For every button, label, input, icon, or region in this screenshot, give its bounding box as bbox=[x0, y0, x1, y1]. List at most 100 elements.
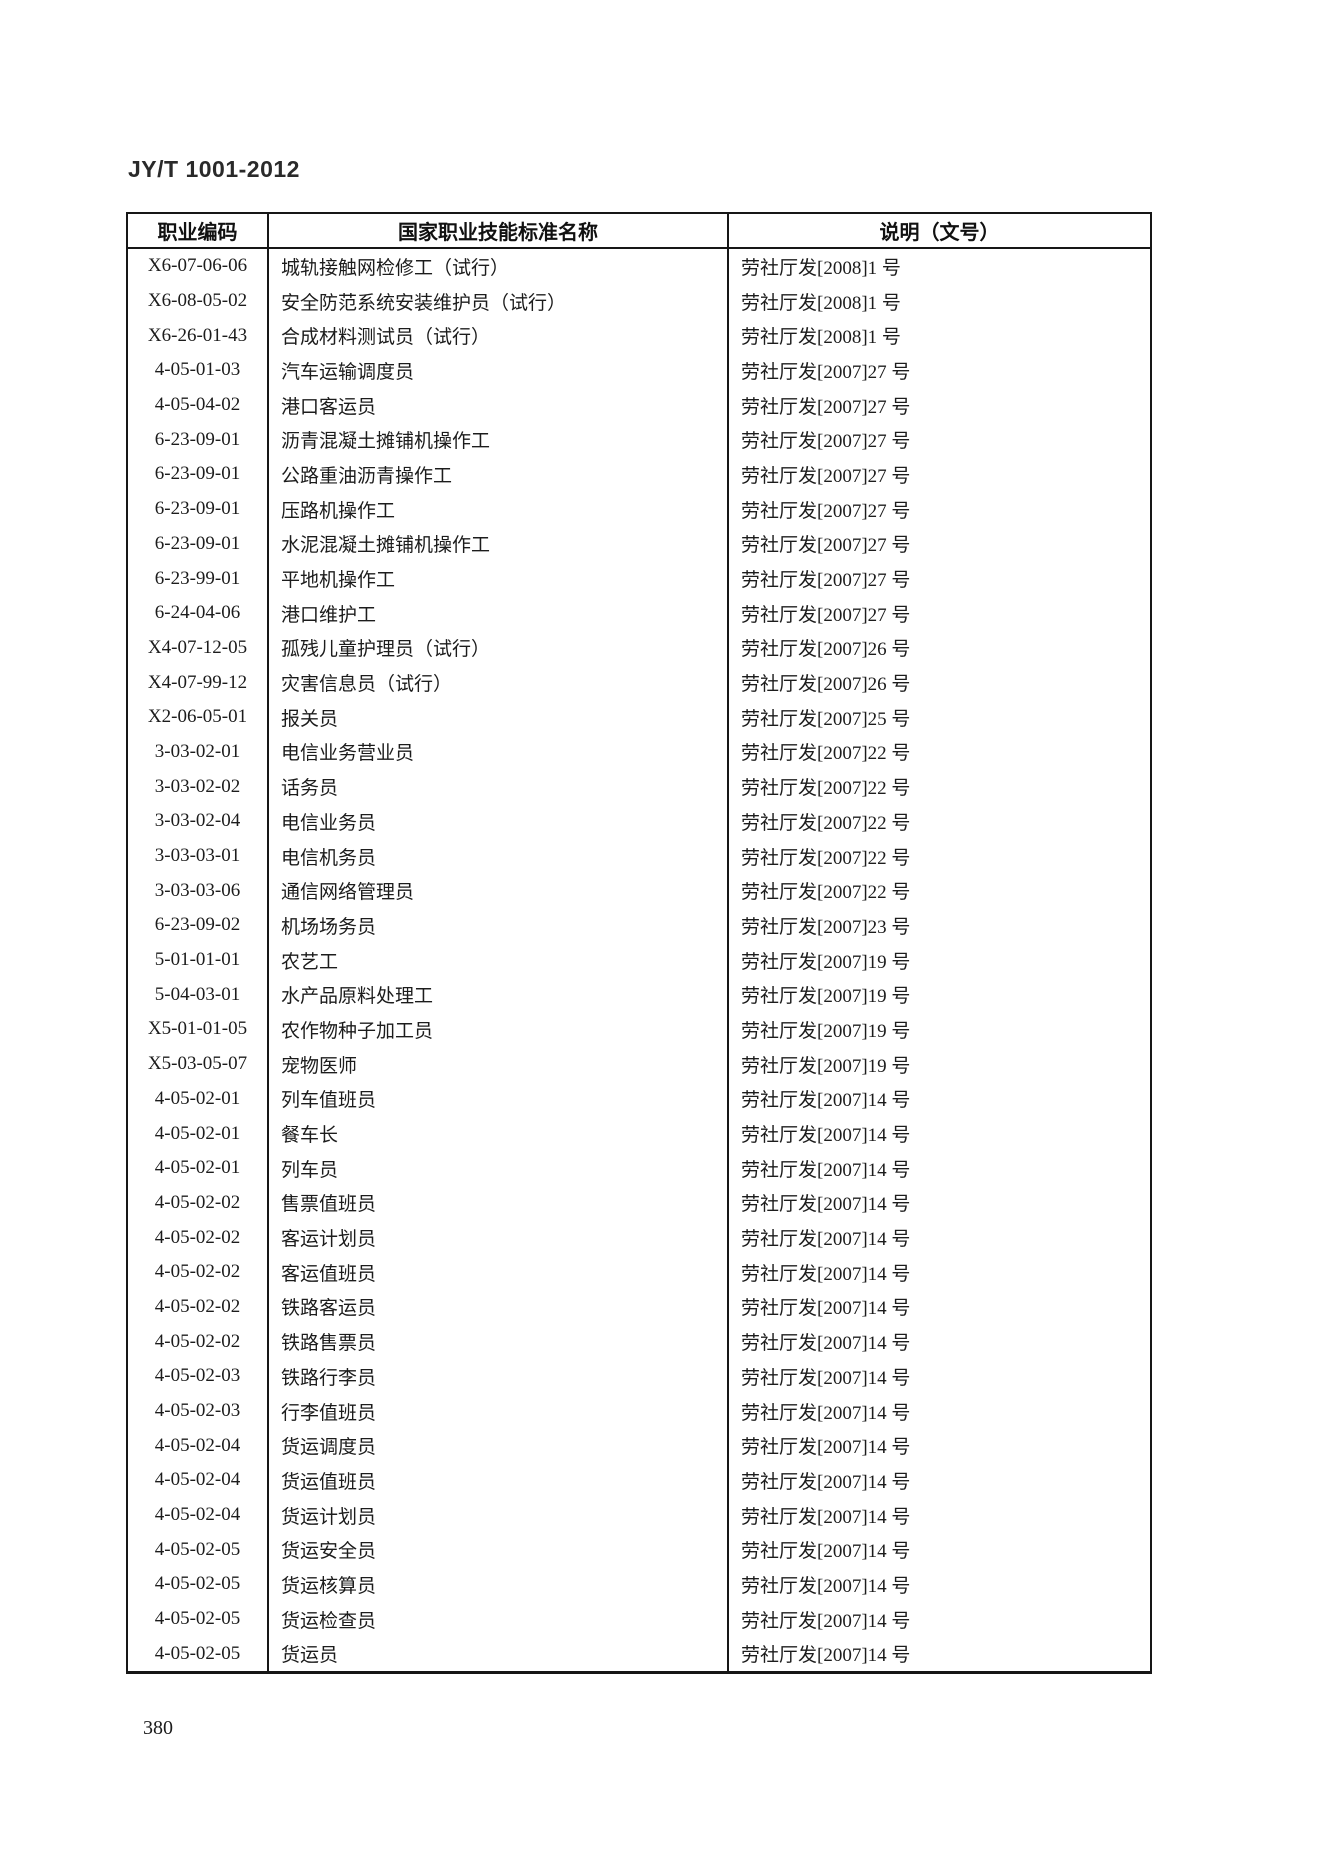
standard-name-cell: 行李值班员 bbox=[268, 1393, 729, 1429]
occupation-code-cell: X4-07-99-12 bbox=[127, 665, 269, 700]
doc-number-cell: 劳社厅发[2007]27 号 bbox=[741, 465, 911, 487]
table-row: 4-05-04-02 港口客运员 劳社厅发[2007]27 号 bbox=[127, 387, 1151, 423]
table-row: X5-01-01-05 农作物种子加工员 劳社厅发[2007]19 号 bbox=[127, 1012, 1151, 1047]
occupation-code-cell: 4-05-02-04 bbox=[127, 1497, 269, 1533]
occupation-code-cell: 6-23-09-01 bbox=[127, 491, 269, 527]
occupation-code-cell: 4-05-02-01 bbox=[127, 1081, 269, 1117]
doc-number-cell: 劳社厅发[2007]14 号 bbox=[741, 1575, 911, 1597]
standard-name-cell: 宠物医师 bbox=[268, 1046, 729, 1082]
standard-name-cell: 城轨接触网检修工（试行） bbox=[268, 248, 729, 284]
doc-number-cell: 劳社厅发[2007]23 号 bbox=[741, 916, 911, 938]
doc-number-cell: 劳社厅发[2007]14 号 bbox=[741, 1125, 911, 1147]
table-row: X4-07-99-12 灾害信息员（试行） 劳社厅发[2007]26 号 bbox=[127, 665, 1151, 700]
doc-number-cell: 劳社厅发[2007]22 号 bbox=[741, 778, 911, 800]
doc-number-cell: 劳社厅发[2007]22 号 bbox=[741, 882, 911, 904]
doc-number-cell: 劳社厅发[2008]1 号 bbox=[741, 292, 901, 314]
standard-name-cell: 农作物种子加工员 bbox=[268, 1012, 729, 1047]
table-row: 4-05-02-02 客运计划员 劳社厅发[2007]14 号 bbox=[127, 1220, 1151, 1255]
standard-name-cell: 列车员 bbox=[268, 1150, 729, 1186]
standard-name-cell: 合成材料测试员（试行） bbox=[268, 318, 729, 354]
table-row: 3-03-02-04 电信业务员 劳社厅发[2007]22 号 bbox=[127, 804, 1151, 839]
standard-name-cell: 话务员 bbox=[268, 769, 729, 804]
doc-number-cell: 劳社厅发[2007]14 号 bbox=[741, 1090, 911, 1112]
header-description-doc-number: 说明（文号） bbox=[728, 213, 1151, 249]
doc-number-cell: 劳社厅发[2007]26 号 bbox=[741, 674, 911, 696]
table-row: 5-04-03-01 水产品原料处理工 劳社厅发[2007]19 号 bbox=[127, 977, 1151, 1013]
occupation-code-cell: 4-05-02-05 bbox=[127, 1601, 269, 1637]
standard-name-cell: 安全防范系统安装维护员（试行） bbox=[268, 283, 729, 319]
standard-name-cell: 货运员 bbox=[268, 1636, 729, 1673]
standard-name-cell: 机场场务员 bbox=[268, 908, 729, 943]
occupation-code-cell: X6-26-01-43 bbox=[127, 318, 269, 354]
table-body: X6-07-06-06 城轨接触网检修工（试行） 劳社厅发[2008]1 号 X… bbox=[127, 248, 1151, 1673]
doc-number-cell: 劳社厅发[2007]14 号 bbox=[741, 1263, 911, 1285]
occupation-code-cell: 4-05-02-04 bbox=[127, 1428, 269, 1464]
table-row: 4-05-02-02 铁路售票员 劳社厅发[2007]14 号 bbox=[127, 1324, 1151, 1359]
table-row: 4-05-02-01 列车值班员 劳社厅发[2007]14 号 bbox=[127, 1081, 1151, 1117]
doc-number-cell: 劳社厅发[2007]14 号 bbox=[741, 1610, 911, 1632]
standard-name-cell: 铁路客运员 bbox=[268, 1289, 729, 1325]
doc-number-cell: 劳社厅发[2007]14 号 bbox=[741, 1541, 911, 1563]
standard-name-cell: 客运计划员 bbox=[268, 1220, 729, 1255]
table-row: X4-07-12-05 孤残儿童护理员（试行） 劳社厅发[2007]26 号 bbox=[127, 630, 1151, 666]
occupation-code-cell: 4-05-02-03 bbox=[127, 1359, 269, 1394]
occupation-code-cell: 3-03-03-06 bbox=[127, 873, 269, 909]
occupation-code-cell: 4-05-01-03 bbox=[127, 353, 269, 388]
standard-name-cell: 货运检查员 bbox=[268, 1601, 729, 1637]
table-row: X6-07-06-06 城轨接触网检修工（试行） 劳社厅发[2008]1 号 bbox=[127, 248, 1151, 284]
occupation-code-cell: 6-23-09-01 bbox=[127, 526, 269, 562]
doc-number-cell: 劳社厅发[2007]27 号 bbox=[741, 535, 911, 557]
standard-name-cell: 平地机操作工 bbox=[268, 561, 729, 596]
standard-name-cell: 餐车长 bbox=[268, 1116, 729, 1151]
standard-name-cell: 压路机操作工 bbox=[268, 491, 729, 527]
standard-name-cell: 售票值班员 bbox=[268, 1185, 729, 1221]
page-number: 380 bbox=[143, 1717, 173, 1739]
table-row: 4-05-02-03 铁路行李员 劳社厅发[2007]14 号 bbox=[127, 1359, 1151, 1394]
table-row: 4-05-02-02 客运值班员 劳社厅发[2007]14 号 bbox=[127, 1254, 1151, 1290]
standard-number-heading: JY/T 1001-2012 bbox=[128, 156, 300, 182]
table-row: 6-23-99-01 平地机操作工 劳社厅发[2007]27 号 bbox=[127, 561, 1151, 596]
standard-name-cell: 电信业务营业员 bbox=[268, 734, 729, 770]
doc-number-cell: 劳社厅发[2007]14 号 bbox=[741, 1159, 911, 1181]
doc-number-cell: 劳社厅发[2007]14 号 bbox=[741, 1194, 911, 1216]
occupation-code-cell: 4-05-02-02 bbox=[127, 1220, 269, 1255]
table-row: 4-05-02-02 售票值班员 劳社厅发[2007]14 号 bbox=[127, 1185, 1151, 1221]
table-row: 4-05-02-04 货运计划员 劳社厅发[2007]14 号 bbox=[127, 1497, 1151, 1533]
doc-number-cell: 劳社厅发[2007]19 号 bbox=[741, 951, 911, 973]
occupation-code-cell: 6-24-04-06 bbox=[127, 595, 269, 631]
occupation-code-cell: X5-01-01-05 bbox=[127, 1012, 269, 1047]
table-row: 4-05-02-04 货运调度员 劳社厅发[2007]14 号 bbox=[127, 1428, 1151, 1464]
doc-number-cell: 劳社厅发[2007]22 号 bbox=[741, 847, 911, 869]
table-row: X2-06-05-01 报关员 劳社厅发[2007]25 号 bbox=[127, 699, 1151, 735]
doc-number-cell: 劳社厅发[2007]14 号 bbox=[741, 1437, 911, 1459]
occupation-code-cell: 3-03-02-04 bbox=[127, 804, 269, 839]
occupation-code-cell: 4-05-02-01 bbox=[127, 1150, 269, 1186]
standard-name-cell: 灾害信息员（试行） bbox=[268, 665, 729, 700]
occupation-code-cell: X5-03-05-07 bbox=[127, 1046, 269, 1082]
table-row: 6-23-09-01 公路重油沥青操作工 劳社厅发[2007]27 号 bbox=[127, 457, 1151, 492]
occupation-code-cell: 4-05-02-01 bbox=[127, 1116, 269, 1151]
doc-number-cell: 劳社厅发[2007]25 号 bbox=[741, 708, 911, 730]
standard-name-cell: 铁路售票员 bbox=[268, 1324, 729, 1359]
doc-number-cell: 劳社厅发[2007]14 号 bbox=[741, 1298, 911, 1320]
table-row: X6-08-05-02 安全防范系统安装维护员（试行） 劳社厅发[2008]1 … bbox=[127, 283, 1151, 319]
standard-name-cell: 通信网络管理员 bbox=[268, 873, 729, 909]
occupation-code-cell: 6-23-09-02 bbox=[127, 908, 269, 943]
occupation-code-cell: 5-01-01-01 bbox=[127, 942, 269, 978]
occupation-code-cell: 4-05-02-04 bbox=[127, 1463, 269, 1498]
standard-name-cell: 货运安全员 bbox=[268, 1532, 729, 1568]
standard-name-cell: 货运调度员 bbox=[268, 1428, 729, 1464]
doc-number-cell: 劳社厅发[2007]14 号 bbox=[741, 1506, 911, 1528]
table-row: 3-03-02-02 话务员 劳社厅发[2007]22 号 bbox=[127, 769, 1151, 804]
occupation-code-cell: 4-05-02-02 bbox=[127, 1254, 269, 1290]
doc-number-cell: 劳社厅发[2007]19 号 bbox=[741, 1020, 911, 1042]
occupation-code-cell: X6-07-06-06 bbox=[127, 248, 269, 284]
standard-name-cell: 公路重油沥青操作工 bbox=[268, 457, 729, 492]
occupation-code-cell: 6-23-09-01 bbox=[127, 422, 269, 458]
standard-name-cell: 报关员 bbox=[268, 699, 729, 735]
standards-table: 职业编码 国家职业技能标准名称 说明（文号） X6-07-06-06 城轨接触网… bbox=[126, 212, 1152, 1675]
table-row: 6-23-09-02 机场场务员 劳社厅发[2007]23 号 bbox=[127, 908, 1151, 943]
table-header: 职业编码 国家职业技能标准名称 说明（文号） bbox=[127, 213, 1151, 249]
occupation-code-cell: 6-23-09-01 bbox=[127, 457, 269, 492]
table-row: 6-24-04-06 港口维护工 劳社厅发[2007]27 号 bbox=[127, 595, 1151, 631]
